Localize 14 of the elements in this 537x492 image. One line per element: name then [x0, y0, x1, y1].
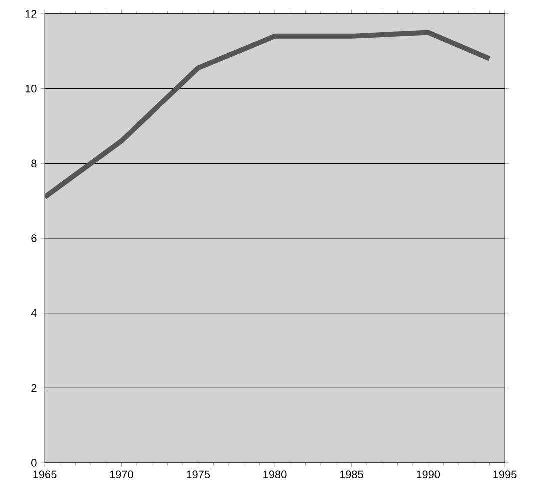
y-tick-label: 2: [32, 384, 37, 392]
x-tick-label: 1985: [340, 470, 364, 479]
x-tick-label: 1975: [186, 470, 210, 479]
y-tick-label: 4: [31, 310, 37, 318]
x-tick-label: 1995: [494, 470, 517, 479]
x-tick-label: 1990: [416, 470, 440, 479]
x-tick-label: 1970: [110, 470, 134, 479]
y-tick-label: 10: [26, 84, 37, 93]
x-tick-label: 1965: [34, 470, 57, 479]
y-tick-label: 0: [32, 459, 37, 467]
y-tick-label: 8: [32, 160, 37, 168]
y-tick-label: 12: [26, 10, 37, 18]
y-tick-label: 6: [32, 234, 37, 242]
x-tick-label: 1980: [264, 470, 287, 479]
